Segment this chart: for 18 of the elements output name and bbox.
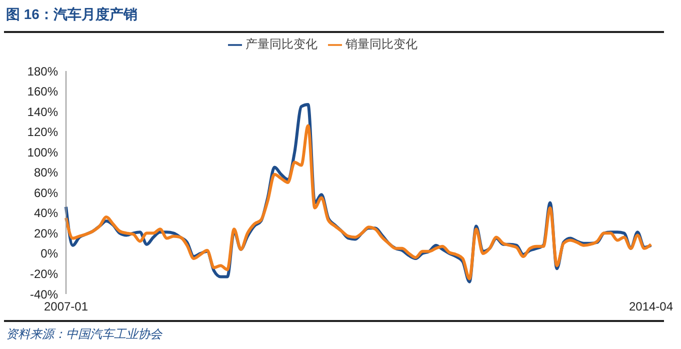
- y-tick-label: 60%: [34, 186, 58, 200]
- x-tick-label: 2007-01: [44, 300, 88, 314]
- y-tick-label: 180%: [27, 64, 58, 78]
- chart-title: 图 16：汽车月度产销: [6, 6, 138, 24]
- y-tick-label: -40%: [30, 287, 58, 302]
- y-tick-label: 120%: [27, 125, 58, 140]
- y-tick-label: 0%: [40, 246, 58, 261]
- y-tick-label: 160%: [27, 84, 58, 99]
- legend-label: 销量同比变化: [346, 37, 418, 51]
- y-tick-label: 40%: [34, 206, 58, 220]
- y-tick-label: 100%: [27, 145, 58, 160]
- legend-label: 产量同比变化: [246, 37, 318, 51]
- y-tick-label: 20%: [34, 226, 58, 240]
- text: 资料来源：中国汽车工业协会: [6, 326, 162, 343]
- y-tick-label: 140%: [27, 104, 58, 119]
- y-tick-label: -20%: [30, 266, 58, 281]
- x-tick-label: 2014-04: [628, 300, 674, 314]
- y-tick-label: 80%: [34, 166, 58, 180]
